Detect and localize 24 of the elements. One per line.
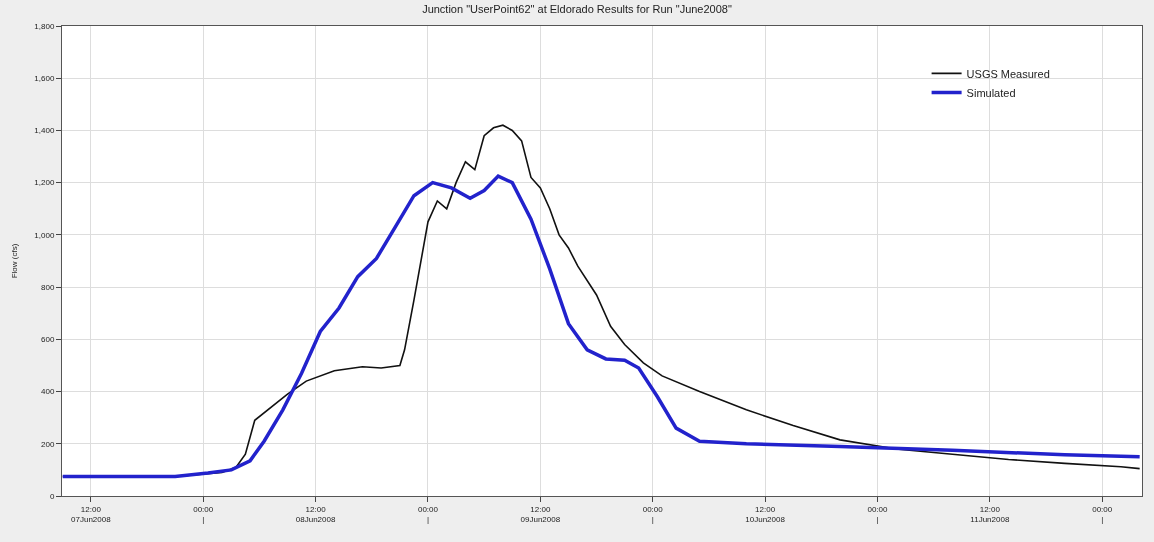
chart-title: Junction "UserPoint62" at Eldorado Results for Run "June2008" [422,3,732,16]
y-tick-label: 1,000 [34,230,55,240]
legend-label: Simulated [966,86,1016,99]
x-tick-label: 00:00 | [867,504,889,524]
x-tick-label: 00:00 | [642,504,664,524]
x-tick-label: 00:00 | [1092,504,1113,524]
y-tick-label: 1,200 [34,178,55,188]
x-tick-label: 12:00 08Jun2008 [295,504,336,524]
x-tick-label: 12:00 09Jun2008 [520,504,561,524]
x-tick-label: 12:00 11Jun2008 [970,504,1010,524]
y-tick-label: 200 [41,439,55,449]
x-tick-label: 00:00 | [193,504,214,524]
x-tick-label: 00:00 | [417,504,439,524]
y-axis-title: Flow (cfs) [10,243,20,279]
y-tick-label: 1,800 [34,21,55,31]
x-tick-label: 12:00 07Jun2008 [71,504,112,524]
y-tick-label: 400 [41,387,55,397]
y-tick-label: 800 [41,282,55,292]
y-tick-label: 1,400 [34,126,55,136]
x-tick-label: 12:00 10Jun2008 [745,504,786,524]
legend-label: USGS Measured [966,67,1050,80]
y-tick-label: 0 [49,491,55,501]
y-tick-label: 600 [41,335,55,345]
y-tick-label: 1,600 [34,74,55,84]
